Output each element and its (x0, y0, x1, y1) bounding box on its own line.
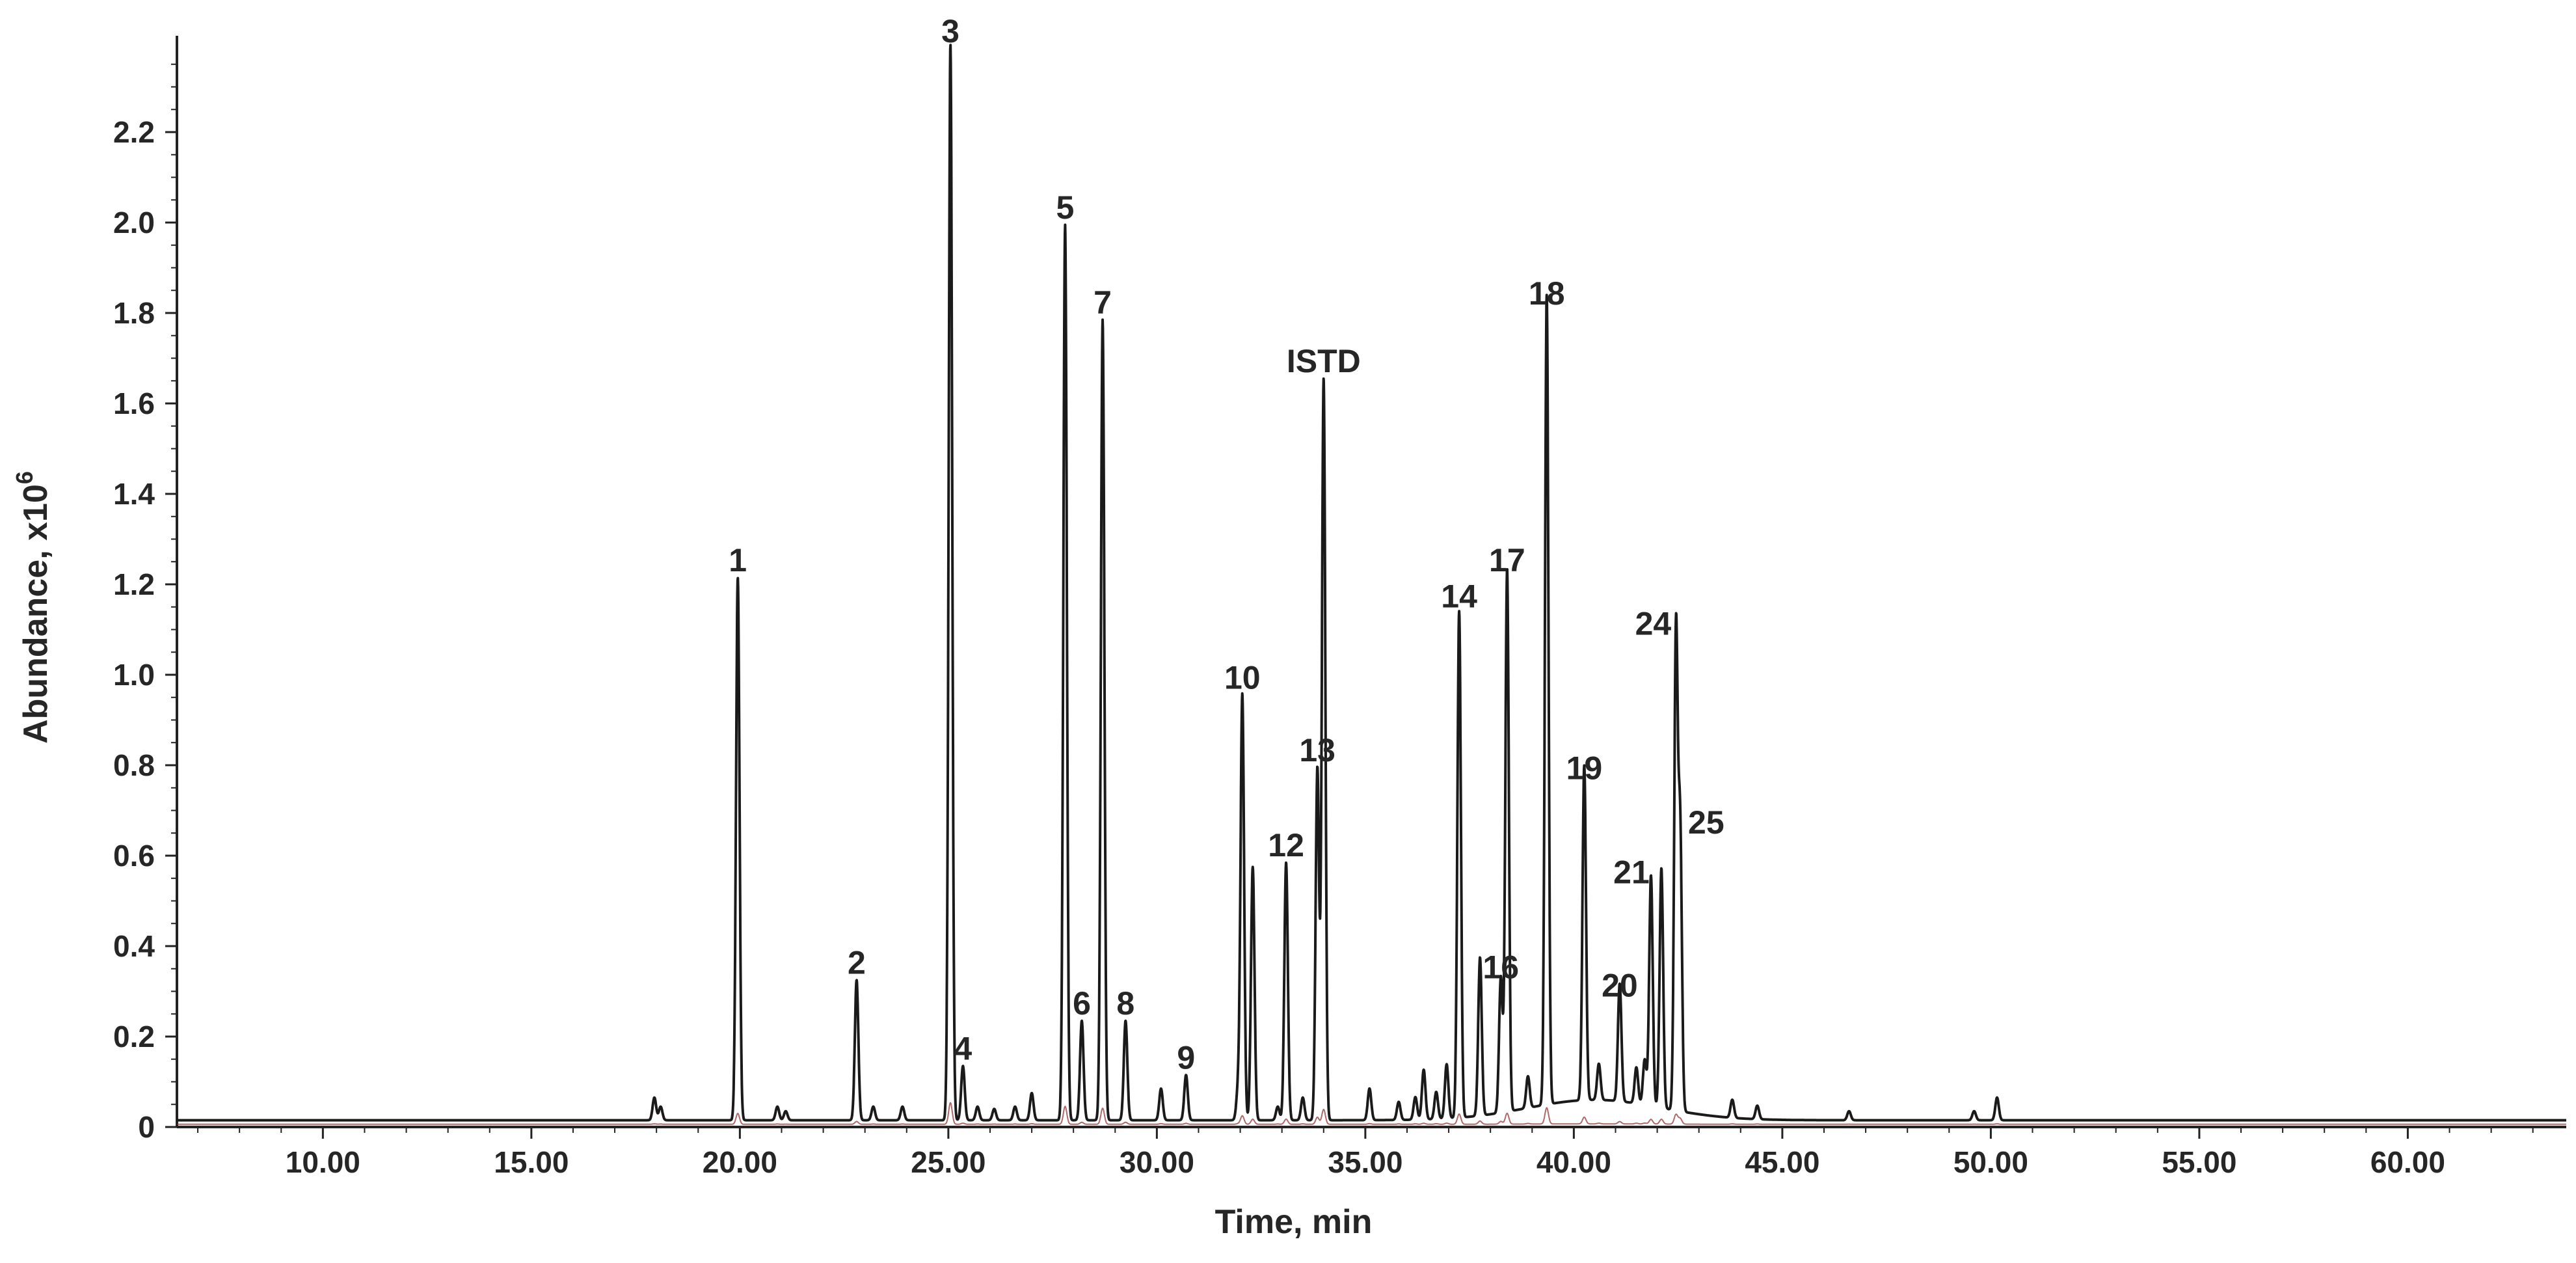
x-tick-label: 55.00 (2162, 1145, 2236, 1179)
peak-label-12: 12 (1268, 827, 1304, 863)
x-tick-label: 60.00 (2370, 1145, 2445, 1179)
peak-label-2: 2 (848, 945, 866, 981)
peak-label-ISTD: ISTD (1287, 343, 1361, 379)
y-tick-label: 2.2 (113, 115, 155, 149)
y-tick-label: 0.8 (113, 748, 155, 782)
x-tick-label: 20.00 (703, 1145, 777, 1179)
x-tick-label: 10.00 (286, 1145, 360, 1179)
peak-label-24: 24 (1635, 605, 1672, 642)
y-tick-label: 1.8 (113, 296, 155, 330)
peak-label-25: 25 (1688, 804, 1724, 841)
x-tick-label: 35.00 (1328, 1145, 1402, 1179)
x-tick-label: 45.00 (1745, 1145, 1819, 1179)
y-tick-label: 1.4 (113, 477, 155, 511)
x-axis: 10.00 15.00 20.00 25.00 30.00 35.00 40.00 45.00… (177, 1126, 2566, 1179)
peak-label-19: 19 (1566, 750, 1603, 787)
y-tick-label: 0.4 (113, 929, 155, 963)
peak-label-14: 14 (1441, 578, 1477, 615)
trace-layer (176, 44, 2568, 1125)
peak-label-9: 9 (1177, 1040, 1195, 1076)
x-tick-label: 40.00 (1536, 1145, 1611, 1179)
x-tick-label: 15.00 (494, 1145, 569, 1179)
main-trace (176, 44, 2568, 1122)
peak-label-21: 21 (1613, 854, 1650, 891)
peak-label-1: 1 (729, 542, 747, 578)
y-tick-label: 0.6 (113, 839, 155, 873)
x-tick-label: 25.00 (911, 1145, 986, 1179)
peak-label-17: 17 (1489, 542, 1525, 578)
peak-label-8: 8 (1116, 985, 1134, 1022)
y-axis-title: Abundance, x106 (11, 471, 55, 744)
peak-label-16: 16 (1483, 949, 1519, 986)
peak-label-13: 13 (1299, 732, 1335, 768)
secondary-trace (177, 1102, 2566, 1125)
peak-label-5: 5 (1056, 189, 1074, 226)
y-tick-label: 2.0 (113, 206, 155, 239)
peak-label-10: 10 (1224, 660, 1261, 696)
peak-label-7: 7 (1093, 284, 1112, 321)
peak-label-20: 20 (1602, 967, 1638, 1003)
y-axis: 0 0.2 0.4 0.6 0.8 1.0 1.2 1.4 1.6 1.8 2.0 2.2 (113, 36, 178, 1144)
peak-label-4: 4 (954, 1031, 972, 1067)
y-tick-label: 1.2 (113, 567, 155, 601)
x-tick-label: 50.00 (1953, 1145, 2028, 1179)
y-axis-title-main: Abundance, x10 (17, 484, 55, 744)
y-axis-title-exponent: 6 (11, 471, 38, 484)
peak-label-3: 3 (941, 13, 959, 49)
peak-label-6: 6 (1073, 985, 1091, 1022)
x-tick-label: 30.00 (1120, 1145, 1194, 1179)
y-tick-label: 0.2 (113, 1020, 155, 1053)
y-tick-label: 1.6 (113, 387, 155, 420)
y-tick-label: 0 (138, 1110, 155, 1144)
peak-label-18: 18 (1529, 275, 1565, 312)
x-axis-title: Time, min (1215, 1203, 1373, 1241)
y-tick-label: 1.0 (113, 658, 155, 692)
